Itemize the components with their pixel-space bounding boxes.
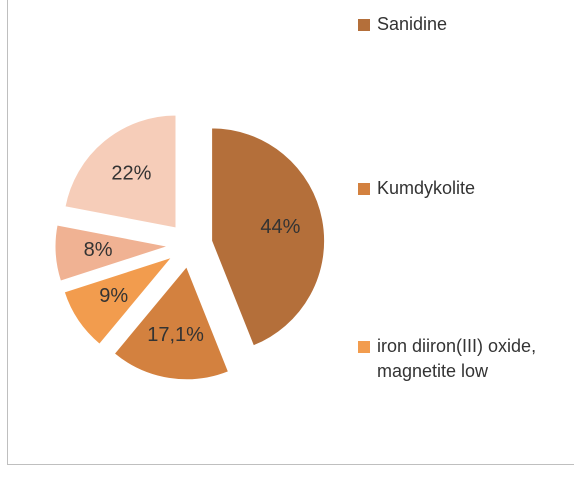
pie-slice (63, 256, 174, 345)
legend-entry: Sanidine (358, 12, 568, 37)
data-label: 8% (84, 239, 113, 261)
legend-label: Sanidine (377, 14, 448, 34)
chart-frame (7, 0, 574, 465)
legend-label: Kumdykolite (377, 178, 476, 198)
pie-slice (64, 114, 177, 229)
pie-slice (211, 127, 326, 347)
pie-slice (54, 224, 169, 282)
data-label: 22% (111, 162, 151, 184)
pie-slice (113, 265, 230, 381)
data-label: 9% (99, 285, 128, 307)
data-label: 17,1% (147, 324, 204, 346)
legend-swatch (358, 183, 370, 195)
legend-entry: iron diiron(III) oxide, magnetite low (358, 334, 568, 384)
legend-swatch (358, 19, 370, 31)
legend-swatch (358, 341, 370, 353)
legend-label: iron diiron(III) oxide, magnetite low (377, 336, 537, 381)
data-label: 44% (260, 216, 300, 238)
legend-entry: Kumdykolite (358, 176, 568, 201)
